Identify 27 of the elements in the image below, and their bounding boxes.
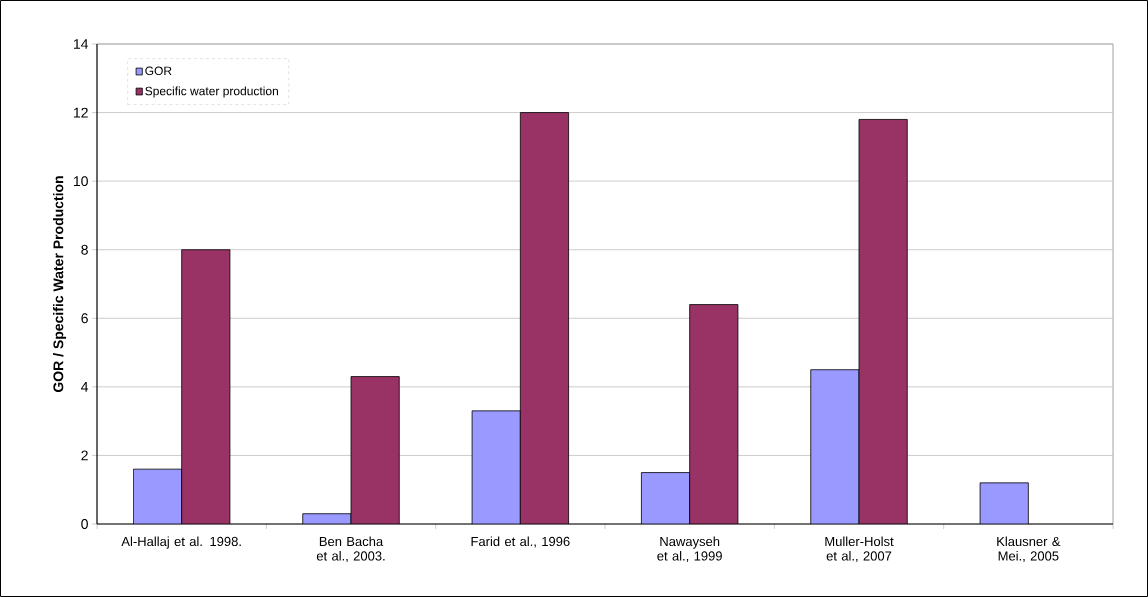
- y-tick-label: 4: [81, 382, 89, 392]
- y-tick-label: 0: [81, 519, 88, 529]
- y-tick-label: 12: [73, 107, 88, 118]
- bar: [472, 410, 521, 524]
- bar: [351, 376, 400, 524]
- x-tick-label: Farid et al., 1996: [471, 536, 570, 548]
- legend-label: GOR: [145, 66, 172, 76]
- bar: [689, 304, 738, 524]
- x-tick-label: Nawayseh et al., 1999: [657, 536, 722, 563]
- x-tick-label: Ben Bacha et al., 2003.: [316, 536, 385, 563]
- bar: [979, 482, 1029, 524]
- y-axis-title: GOR / Specific Water Production: [53, 176, 67, 393]
- x-tick-label: Muller-Holst et al., 2007: [825, 536, 894, 563]
- bar: [133, 469, 182, 524]
- y-tick-label: 10: [73, 176, 88, 187]
- bar: [858, 119, 908, 524]
- x-tick-label: Al-Hallaj et al. 1998.: [121, 536, 241, 549]
- bar: [520, 112, 569, 524]
- y-tick-label: 14: [73, 39, 89, 49]
- bar: [810, 369, 860, 524]
- y-tick-label: 6: [81, 313, 88, 324]
- bar: [641, 472, 690, 524]
- bar: [181, 249, 230, 524]
- y-tick-label: 8: [81, 244, 88, 255]
- x-tick-label: Klausner & Mei., 2005: [997, 536, 1061, 563]
- y-tick-label: 2: [81, 450, 88, 461]
- legend-label: Specific water production: [145, 86, 278, 98]
